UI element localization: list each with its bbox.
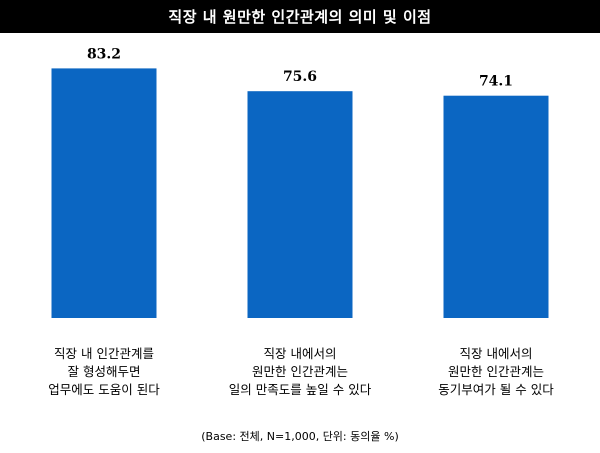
bar-2	[247, 91, 353, 318]
chart-title: 직장 내 원만한 인간관계의 의미 및 이점	[0, 0, 600, 33]
bar-3	[443, 95, 549, 318]
category-label-3: 직장 내에서의 원만한 인간관계는 동기부여가 될 수 있다	[438, 346, 554, 397]
data-label-3: 74.1	[479, 74, 513, 90]
category-label-2: 직장 내에서의 원만한 인간관계는 일의 만족도를 높일 수 있다	[229, 346, 372, 397]
bar-1	[51, 68, 157, 319]
footnote: (Base: 전체, N=1,000, 단위: 동의율 %)	[201, 430, 399, 443]
data-label-1: 83.2	[87, 46, 121, 62]
bar-chart: 83.2 직장 내 인간관계를 잘 형성해두면 업무에도 도움이 된다 75.6 직장 내…	[48, 46, 554, 397]
category-label-1: 직장 내 인간관계를 잘 형성해두면 업무에도 도움이 된다	[48, 346, 160, 397]
data-label-2: 75.6	[283, 69, 317, 85]
